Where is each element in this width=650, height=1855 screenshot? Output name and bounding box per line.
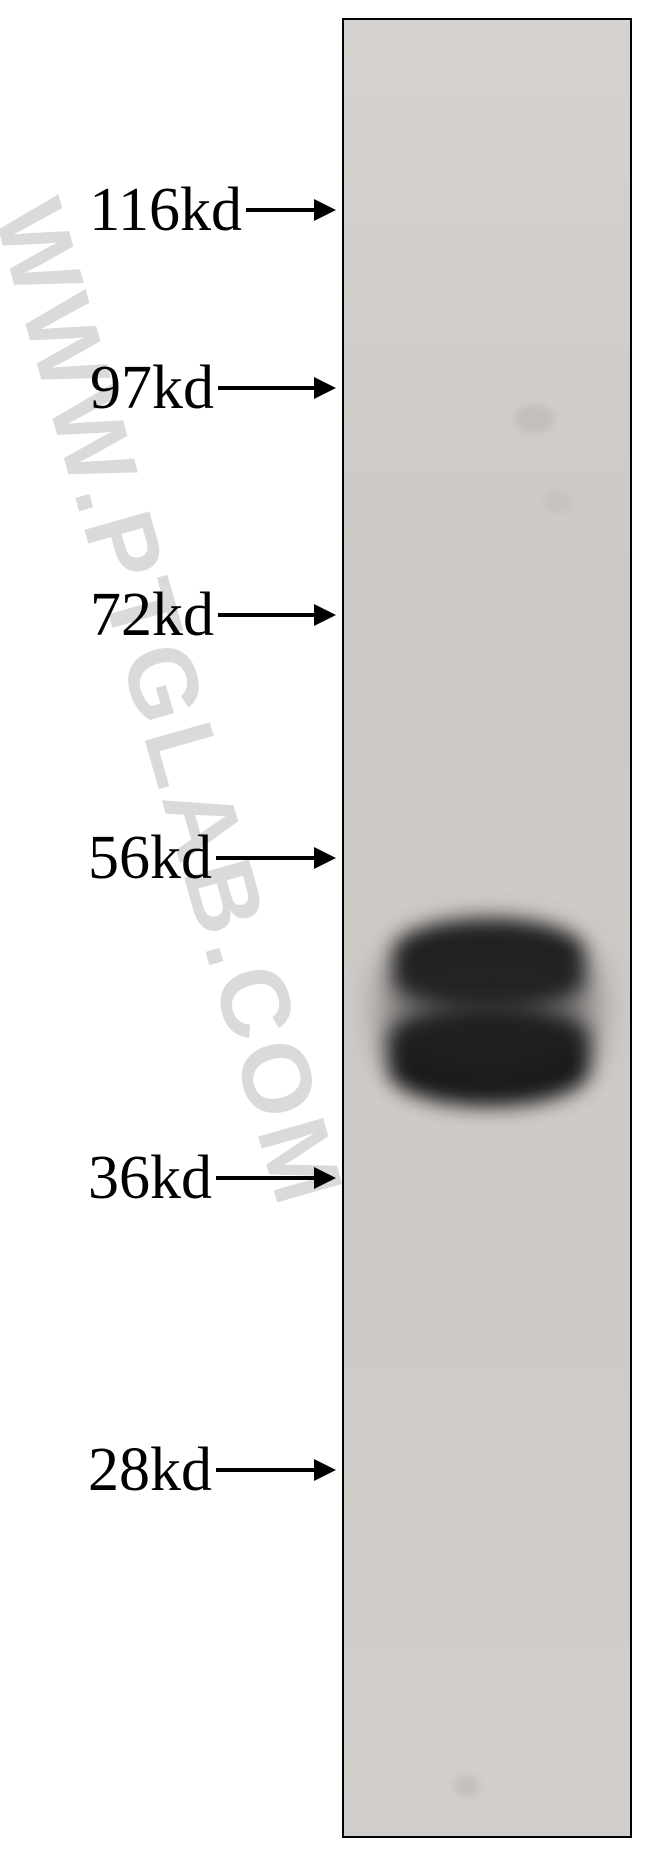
arrow-head <box>314 199 336 221</box>
arrow-right-icon <box>216 1459 336 1481</box>
arrow-head <box>314 604 336 626</box>
mw-marker-row: 36kd <box>38 1143 336 1213</box>
mw-marker-label: 116kd <box>89 175 242 246</box>
blot-speck <box>544 490 572 514</box>
mw-marker-row: 56kd <box>38 823 336 893</box>
arrow-shaft <box>216 1176 314 1180</box>
arrow-head <box>314 847 336 869</box>
mw-marker-label: 56kd <box>88 823 212 894</box>
mw-marker-row: 97kd <box>38 353 336 423</box>
western-blot-lane <box>342 18 632 1838</box>
arrow-head <box>314 1459 336 1481</box>
mw-marker-row: 116kd <box>8 175 336 245</box>
arrow-shaft <box>216 1468 314 1472</box>
blot-speck <box>514 405 554 433</box>
arrow-shaft <box>246 208 314 212</box>
arrow-shaft <box>218 613 314 617</box>
arrow-shaft <box>216 856 314 860</box>
blot-speck <box>454 1775 480 1797</box>
mw-marker-row: 72kd <box>38 580 336 650</box>
mw-marker-label: 72kd <box>90 580 214 651</box>
blot-lane-bg <box>344 20 630 1836</box>
mw-marker-label: 36kd <box>88 1143 212 1214</box>
mw-marker-label: 28kd <box>88 1435 212 1506</box>
arrow-shaft <box>218 386 314 390</box>
arrow-right-icon <box>218 377 336 399</box>
arrow-right-icon <box>218 604 336 626</box>
blot-band <box>384 930 594 1090</box>
arrow-right-icon <box>216 847 336 869</box>
mw-marker-label: 97kd <box>90 353 214 424</box>
arrow-head <box>314 1167 336 1189</box>
arrow-right-icon <box>246 199 336 221</box>
arrow-right-icon <box>216 1167 336 1189</box>
mw-marker-row: 28kd <box>38 1435 336 1505</box>
watermark-text: WWW.PTGLAB.COM <box>0 188 367 1221</box>
arrow-head <box>314 377 336 399</box>
